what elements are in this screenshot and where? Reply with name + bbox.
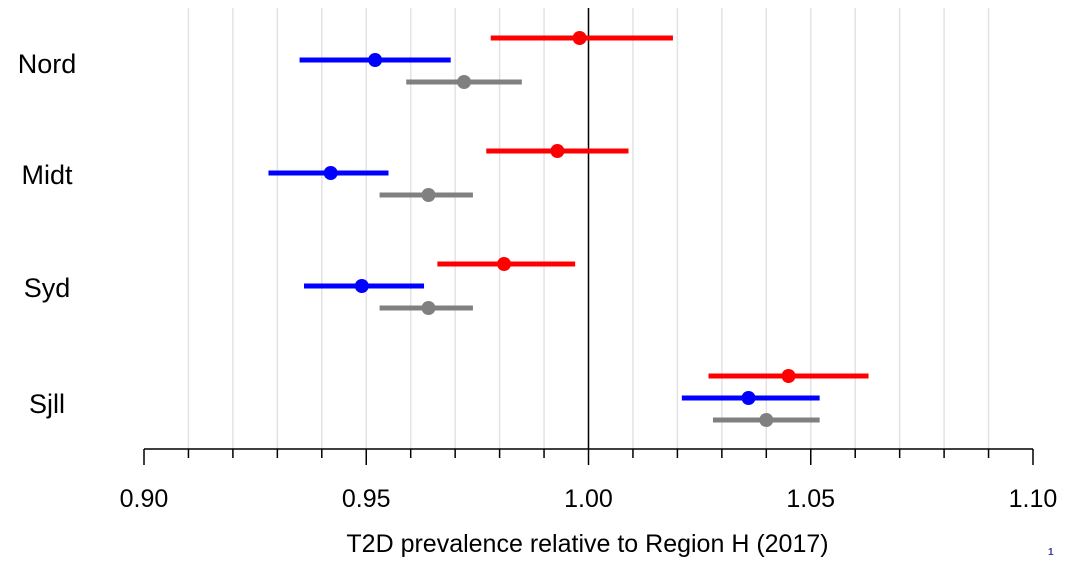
point-midt-1: [323, 166, 338, 180]
tick-label: 1.00: [564, 485, 613, 513]
point-sjll-0: [781, 369, 796, 383]
point-sjll-1: [741, 391, 756, 405]
tick-label: 0.95: [342, 485, 391, 513]
x-axis-title: T2D prevalence relative to Region H (201…: [346, 530, 828, 558]
tick-label: 1.05: [786, 485, 835, 513]
point-nord-1: [368, 53, 383, 67]
point-nord-2: [457, 75, 472, 89]
page-number: 1: [1048, 547, 1054, 558]
point-nord-0: [572, 31, 587, 45]
tick-label: 0.90: [120, 485, 169, 513]
point-midt-2: [421, 188, 436, 202]
data-marks: [268, 31, 869, 427]
category-label-syd: Syd: [24, 273, 71, 303]
point-syd-2: [421, 301, 436, 315]
category-labels: Nord Midt Syd Sjll: [18, 49, 77, 419]
point-midt-0: [550, 144, 565, 158]
point-sjll-2: [759, 413, 774, 427]
category-label-sjll: Sjll: [29, 389, 65, 419]
category-label-midt: Midt: [21, 160, 73, 190]
point-syd-1: [354, 279, 369, 293]
category-label-nord: Nord: [18, 49, 77, 79]
point-syd-0: [497, 257, 512, 271]
tick-label: 1.10: [1009, 485, 1058, 513]
x-axis: 0.90 0.95 1.00 1.05 1.10: [120, 448, 1058, 513]
